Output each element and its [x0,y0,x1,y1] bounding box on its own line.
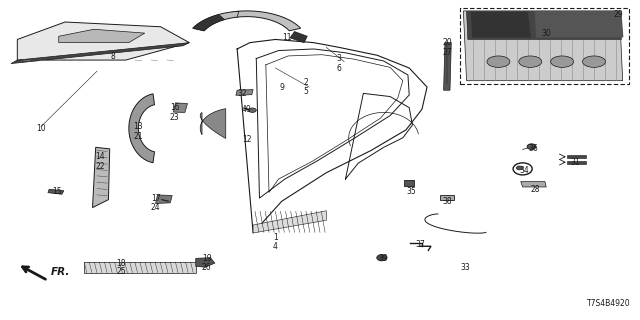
Polygon shape [200,109,226,139]
Text: 19: 19 [202,254,211,263]
Text: 36: 36 [529,144,538,153]
Text: 1: 1 [273,233,278,242]
Polygon shape [193,14,225,31]
Circle shape [582,56,605,68]
Text: 31: 31 [570,158,580,167]
Text: 8: 8 [111,52,115,61]
Polygon shape [440,195,454,200]
Text: 5: 5 [303,87,308,96]
Circle shape [519,56,541,68]
Ellipse shape [516,166,523,170]
Polygon shape [156,195,172,204]
Text: 17: 17 [151,194,161,203]
Text: 12: 12 [242,135,252,144]
Text: 15: 15 [52,187,62,196]
Polygon shape [129,94,154,163]
Text: 34: 34 [519,166,529,175]
Text: 35: 35 [406,187,416,196]
Polygon shape [59,29,145,43]
Polygon shape [193,11,301,31]
Polygon shape [93,147,109,208]
Text: 11: 11 [282,33,292,42]
Polygon shape [253,211,326,233]
Text: 38: 38 [443,197,452,206]
Text: 22: 22 [95,162,105,171]
Text: 18: 18 [116,259,126,268]
Ellipse shape [527,144,536,149]
Text: 23: 23 [170,113,180,122]
Text: 7: 7 [235,11,239,20]
Polygon shape [48,189,64,194]
Text: 9: 9 [279,83,284,92]
Polygon shape [404,180,414,186]
Text: 6: 6 [337,63,342,73]
Text: 32: 32 [237,89,247,98]
Polygon shape [463,11,623,81]
Text: 26: 26 [202,263,211,272]
Polygon shape [196,258,215,267]
Polygon shape [17,22,189,60]
Text: 30: 30 [541,28,551,38]
Text: 16: 16 [170,103,180,112]
Text: 39: 39 [379,254,388,263]
Text: 10: 10 [36,124,45,133]
Ellipse shape [248,108,256,112]
Polygon shape [84,262,196,273]
Text: 20: 20 [443,38,452,47]
Text: 29: 29 [613,10,623,19]
Text: 3: 3 [337,54,342,63]
Polygon shape [567,161,586,164]
Polygon shape [567,155,586,158]
Text: 33: 33 [460,263,470,272]
Polygon shape [290,32,307,43]
Polygon shape [11,43,189,64]
Polygon shape [472,12,531,37]
Polygon shape [521,181,546,187]
Text: 24: 24 [151,203,161,212]
Text: 37: 37 [416,240,426,249]
Ellipse shape [377,254,387,261]
Circle shape [487,56,510,68]
Text: 40: 40 [242,105,252,114]
Polygon shape [444,43,451,90]
Text: FR.: FR. [51,267,70,277]
Text: 13: 13 [134,122,143,131]
Text: 2: 2 [303,78,308,87]
Polygon shape [173,103,188,112]
Polygon shape [536,12,623,37]
Text: T7S4B4920: T7S4B4920 [588,299,631,308]
Text: 25: 25 [116,267,126,276]
Text: 27: 27 [443,48,452,57]
Polygon shape [236,90,253,95]
Text: 4: 4 [273,242,278,251]
Circle shape [550,56,573,68]
Text: 21: 21 [134,132,143,141]
Text: 28: 28 [531,185,540,194]
Polygon shape [467,12,621,39]
Text: 14: 14 [95,152,105,161]
